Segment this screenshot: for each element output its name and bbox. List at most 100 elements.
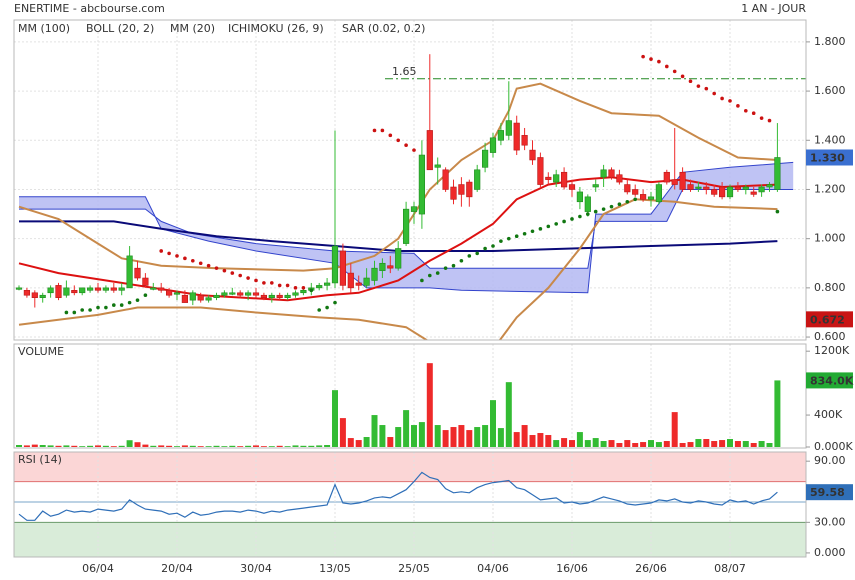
volume-bar [616,443,623,447]
sar-dot [672,69,677,74]
volume-bar [229,445,236,447]
sar-dot [728,99,732,103]
y-tick-label: 30.00 [814,515,846,528]
candle-body [39,294,46,298]
sar-dot [64,310,69,315]
sar-dot [309,288,314,293]
sar-dot [744,108,748,113]
oversold-zone [14,522,806,557]
sar-dot [767,118,772,123]
volume-bar [521,425,528,447]
volume-bar [339,418,346,447]
candle-body [110,287,117,291]
candle-body [458,184,465,195]
y-tick-label: 0.000 [814,546,846,559]
candle-body [632,189,639,195]
volume-bar [466,430,473,447]
volume-bar [584,440,591,447]
volume-bar [158,445,165,447]
candle-body [363,277,370,286]
candle-body [671,179,678,185]
volume-bar [332,390,338,447]
volume-bar [47,445,54,447]
volume-bar [458,425,465,447]
sar-dot [88,308,92,312]
sar-dot [680,74,685,79]
panel-title: RSI (14) [18,453,62,466]
volume-bar [411,425,417,447]
sar-dot [751,111,756,116]
labels: 06/04 20/04 30/04 13/05 25/05 04/06 16/06 26/06… [18,22,854,575]
candle-body [545,176,552,180]
volume-bar [308,445,315,447]
legend-entry: BOLL (20, 2) [86,22,154,35]
volume-bar [655,442,662,447]
candle-body [726,186,734,198]
sar-dot [649,57,653,61]
sar-dot [119,303,124,307]
volume-bar [166,445,173,447]
volume-bar [592,438,599,447]
candle-body [450,186,457,200]
frames [13,19,807,558]
rsi-frame [13,451,807,558]
volume-bar [545,435,552,447]
value-marker-label: 59.58 [810,486,845,499]
volume-bar [505,382,512,447]
ichimoku-span [19,189,794,269]
chart-subtitle: 1 AN - JOUR [741,2,806,15]
sar-dot [143,293,148,298]
volume-bar [181,445,188,447]
candle-body [703,186,710,190]
volume-bar [355,440,362,447]
volume-bar [118,445,125,447]
y-tick-label: 0.000K [814,440,853,453]
candle-body [47,287,54,294]
volume-bar [363,437,370,447]
sar-dot [625,199,630,204]
sar-dot [127,300,132,305]
candle-body [402,208,410,244]
candle-body [323,282,331,286]
sar-dot [570,217,574,221]
volume-bar [426,363,433,447]
volume-bar [403,410,410,447]
overbought-zone [14,452,806,482]
sar-dot [396,138,401,143]
candle-body [395,248,402,269]
volume-bar [497,428,504,447]
volume-bar [221,446,228,447]
sar-dot [277,283,282,288]
candle-body [553,174,560,183]
sar-dot [538,227,543,231]
panel-title: VOLUME [18,345,64,358]
volume-bar [600,441,607,447]
volume-bar [537,433,544,447]
volume-bar [490,400,496,447]
volume-bar [253,445,259,447]
volume-bar [774,380,781,447]
volume-bar [110,446,117,447]
volume-bar [39,445,46,447]
volume-bar [608,440,615,447]
volume-bar [316,445,323,447]
candle-body [371,267,378,281]
volume-frame [13,343,807,449]
volume-bar [482,425,489,447]
volume-plot [16,363,781,447]
candle-body [489,137,497,153]
sar-dot [775,209,780,214]
volume-bar [734,441,741,447]
candle-body [166,290,173,296]
sar-dot [262,281,266,285]
volume-bar [695,439,702,447]
candle-body [142,277,149,286]
candle-body [197,294,204,301]
price-plot: 1.65 [15,54,806,340]
sar-dot [491,244,495,248]
candle-body [316,285,323,289]
candle-body [292,292,299,296]
candle-body [63,287,70,296]
candle-body [766,184,773,188]
